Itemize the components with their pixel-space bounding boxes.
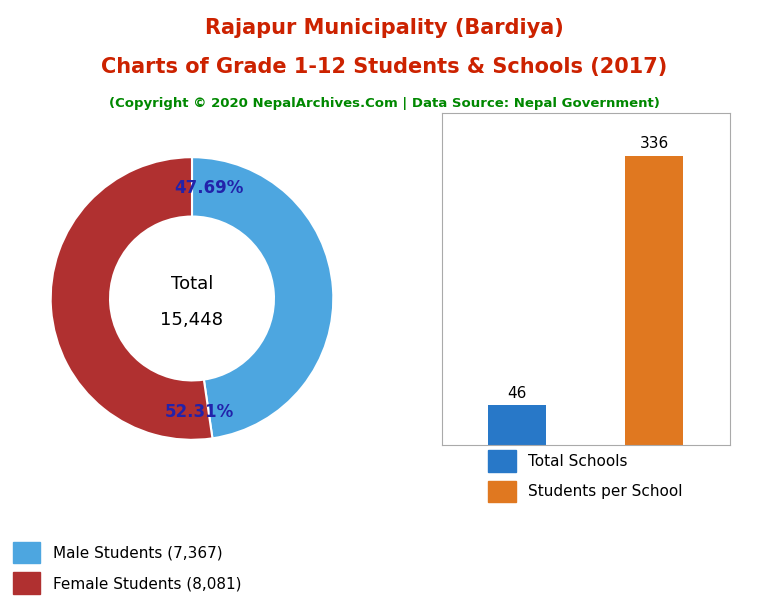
Text: 47.69%: 47.69% [174,179,243,197]
Wedge shape [192,157,333,438]
Bar [488,405,546,445]
Wedge shape [51,157,213,440]
Text: Rajapur Municipality (Bardiya): Rajapur Municipality (Bardiya) [204,18,564,38]
Text: 336: 336 [640,136,669,151]
Text: 52.31%: 52.31% [164,402,233,420]
Bar [625,156,683,445]
Text: (Copyright © 2020 NepalArchives.Com | Data Source: Nepal Government): (Copyright © 2020 NepalArchives.Com | Da… [108,97,660,110]
Text: 46: 46 [508,386,527,401]
Text: 15,448: 15,448 [161,310,223,329]
Legend: Male Students (7,367), Female Students (8,081): Male Students (7,367), Female Students (… [5,534,249,597]
Text: Total: Total [170,275,214,293]
Legend: Total Schools, Students per School: Total Schools, Students per School [481,442,690,510]
Text: Charts of Grade 1-12 Students & Schools (2017): Charts of Grade 1-12 Students & Schools … [101,57,667,77]
